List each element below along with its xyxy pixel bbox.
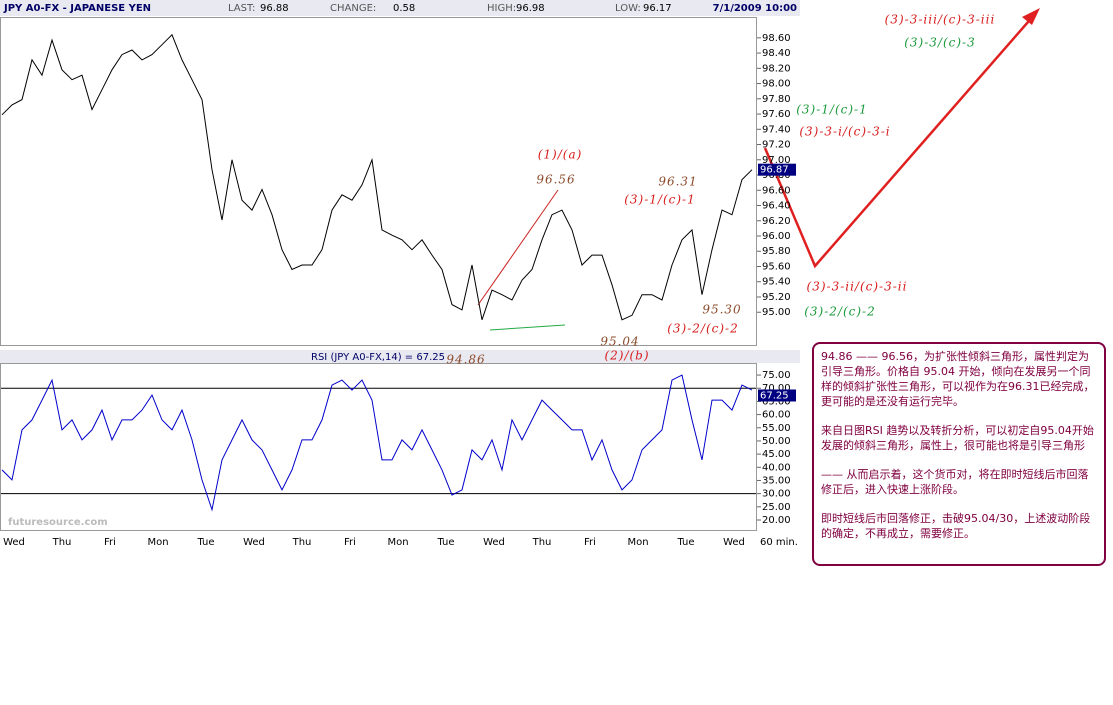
last-label: LAST: [228, 3, 255, 14]
low: 96.17 [643, 3, 672, 14]
y-tick-label: 25.00 [762, 502, 791, 513]
annotation: (2)/(b) [604, 349, 649, 363]
annotation: 94.86 [446, 353, 485, 367]
rsi-header [0, 350, 800, 363]
y-tick-label: 55.00 [762, 423, 791, 434]
header-bar [0, 0, 800, 16]
annotation: 95.30 [702, 303, 741, 317]
y-tick-label: 96.60 [762, 185, 791, 196]
x-tick-label: Mon [387, 537, 408, 548]
trend-line [489, 324, 566, 331]
y-tick-label: 97.00 [762, 155, 791, 166]
low-label: LOW: [615, 3, 641, 14]
high-label: HIGH: [487, 3, 516, 14]
x-tick-label: Thu [292, 537, 312, 548]
x-tick-label: Mon [147, 537, 168, 548]
x-tick-label: Wed [723, 537, 745, 548]
datetime: 7/1/2009 10:00 [713, 3, 797, 14]
y-tick-label: 96.40 [762, 201, 791, 212]
rsi-title: RSI (JPY A0-FX,14) = 67.25 [311, 352, 445, 363]
annotation: (3)-2/(c)-2 [667, 322, 739, 336]
annotation: 95.04 [600, 335, 639, 349]
y-tick-label: 98.40 [762, 48, 791, 59]
y-tick-label: 97.40 [762, 124, 791, 135]
x-tick-label: Fri [104, 537, 116, 548]
y-tick-label: 98.00 [762, 79, 791, 90]
y-tick-label: 60.00 [762, 410, 791, 421]
y-tick-label: 75.00 [762, 370, 791, 381]
last-value-box [758, 389, 796, 402]
x-tick-label: Tue [196, 537, 214, 548]
series-line [1, 33, 753, 321]
y-tick-label: 95.60 [762, 261, 791, 272]
annotation: 96.31 [658, 175, 697, 189]
x-tick-label: Tue [436, 537, 454, 548]
y-tick-label: 95.40 [762, 277, 791, 288]
price-frame [0, 17, 757, 346]
annotation: (3)-2/(c)-2 [804, 305, 876, 319]
y-tick-label: 95.00 [762, 307, 791, 318]
note-paragraph: —— 从而启示着，这个货币对，将在即时短线后市回落修正后，进入快速上涨阶段。 [821, 468, 1089, 496]
change-label: CHANGE: [330, 3, 376, 14]
watermark: futuresource.com [8, 517, 108, 528]
trend-line [477, 189, 559, 306]
y-tick-label: 95.20 [762, 292, 791, 303]
x-tick-label: Fri [584, 537, 596, 548]
series-line [1, 374, 753, 512]
y-tick-label: 65.00 [762, 396, 791, 407]
y-tick-label: 96.20 [762, 216, 791, 227]
y-tick-label: 97.60 [762, 109, 791, 120]
x-tick-label: Wed [243, 537, 265, 548]
y-tick-label: 97.20 [762, 140, 791, 151]
x-unit: 60 min. [760, 537, 798, 548]
last-value-label: 67.25 [760, 390, 789, 401]
x-tick-label: Wed [483, 537, 505, 548]
y-tick-label: 98.20 [762, 63, 791, 74]
x-tick-label: Wed [3, 537, 25, 548]
symbol: JPY A0-FX - JAPANESE YEN [3, 3, 151, 14]
y-tick-label: 35.00 [762, 475, 791, 486]
y-tick-label: 95.80 [762, 246, 791, 257]
annotation: (3)-3-ii/(c)-3-ii [807, 280, 908, 294]
high: 96.98 [516, 3, 545, 14]
note-box: 94.86 —— 96.56，为扩张性倾斜三角形，属性判定为引导三角形。价格自 … [812, 342, 1106, 566]
y-tick-label: 30.00 [762, 489, 791, 500]
y-tick-label: 96.00 [762, 231, 791, 242]
last-value-label: 96.87 [760, 165, 789, 176]
last-value-box [758, 163, 796, 176]
annotation: (3)-1/(c)-1 [796, 103, 868, 117]
annotation: 96.56 [536, 173, 575, 187]
annotation: (3)-3/(c)-3 [904, 36, 976, 50]
y-tick-label: 45.00 [762, 449, 791, 460]
y-tick-label: 20.00 [762, 515, 791, 526]
annotation: (3)-3-iii/(c)-3-iii [885, 13, 996, 27]
annotation: (3)-1/(c)-1 [624, 193, 696, 207]
rsi-frame [0, 363, 757, 531]
change: 0.58 [393, 3, 415, 14]
note-paragraph: 即时短线后市回落修正，击破95.04/30，上述波动阶段的确定，不再成立，需要修… [821, 512, 1091, 540]
x-tick-label: Tue [676, 537, 694, 548]
y-tick-label: 50.00 [762, 436, 791, 447]
arrow-head [1022, 8, 1040, 25]
x-tick-label: Fri [344, 537, 356, 548]
y-tick-label: 97.80 [762, 94, 791, 105]
note-paragraph: 来自日图RSI 趋势以及转折分析，可以初定自95.04开始发展的倾斜三角形，属性… [821, 424, 1094, 452]
annotation: (3)-3-i/(c)-3-i [799, 125, 890, 139]
last: 96.88 [260, 3, 289, 14]
note-paragraph: 94.86 —— 96.56，为扩张性倾斜三角形，属性判定为引导三角形。价格自 … [821, 350, 1095, 408]
annotation: (1)/(a) [538, 148, 583, 162]
x-tick-label: Thu [532, 537, 552, 548]
y-tick-label: 98.60 [762, 33, 791, 44]
x-tick-label: Mon [627, 537, 648, 548]
x-tick-label: Thu [52, 537, 72, 548]
y-tick-label: 40.00 [762, 462, 791, 473]
y-tick-label: 70.00 [762, 383, 791, 394]
projection-arrow [763, 13, 1036, 269]
